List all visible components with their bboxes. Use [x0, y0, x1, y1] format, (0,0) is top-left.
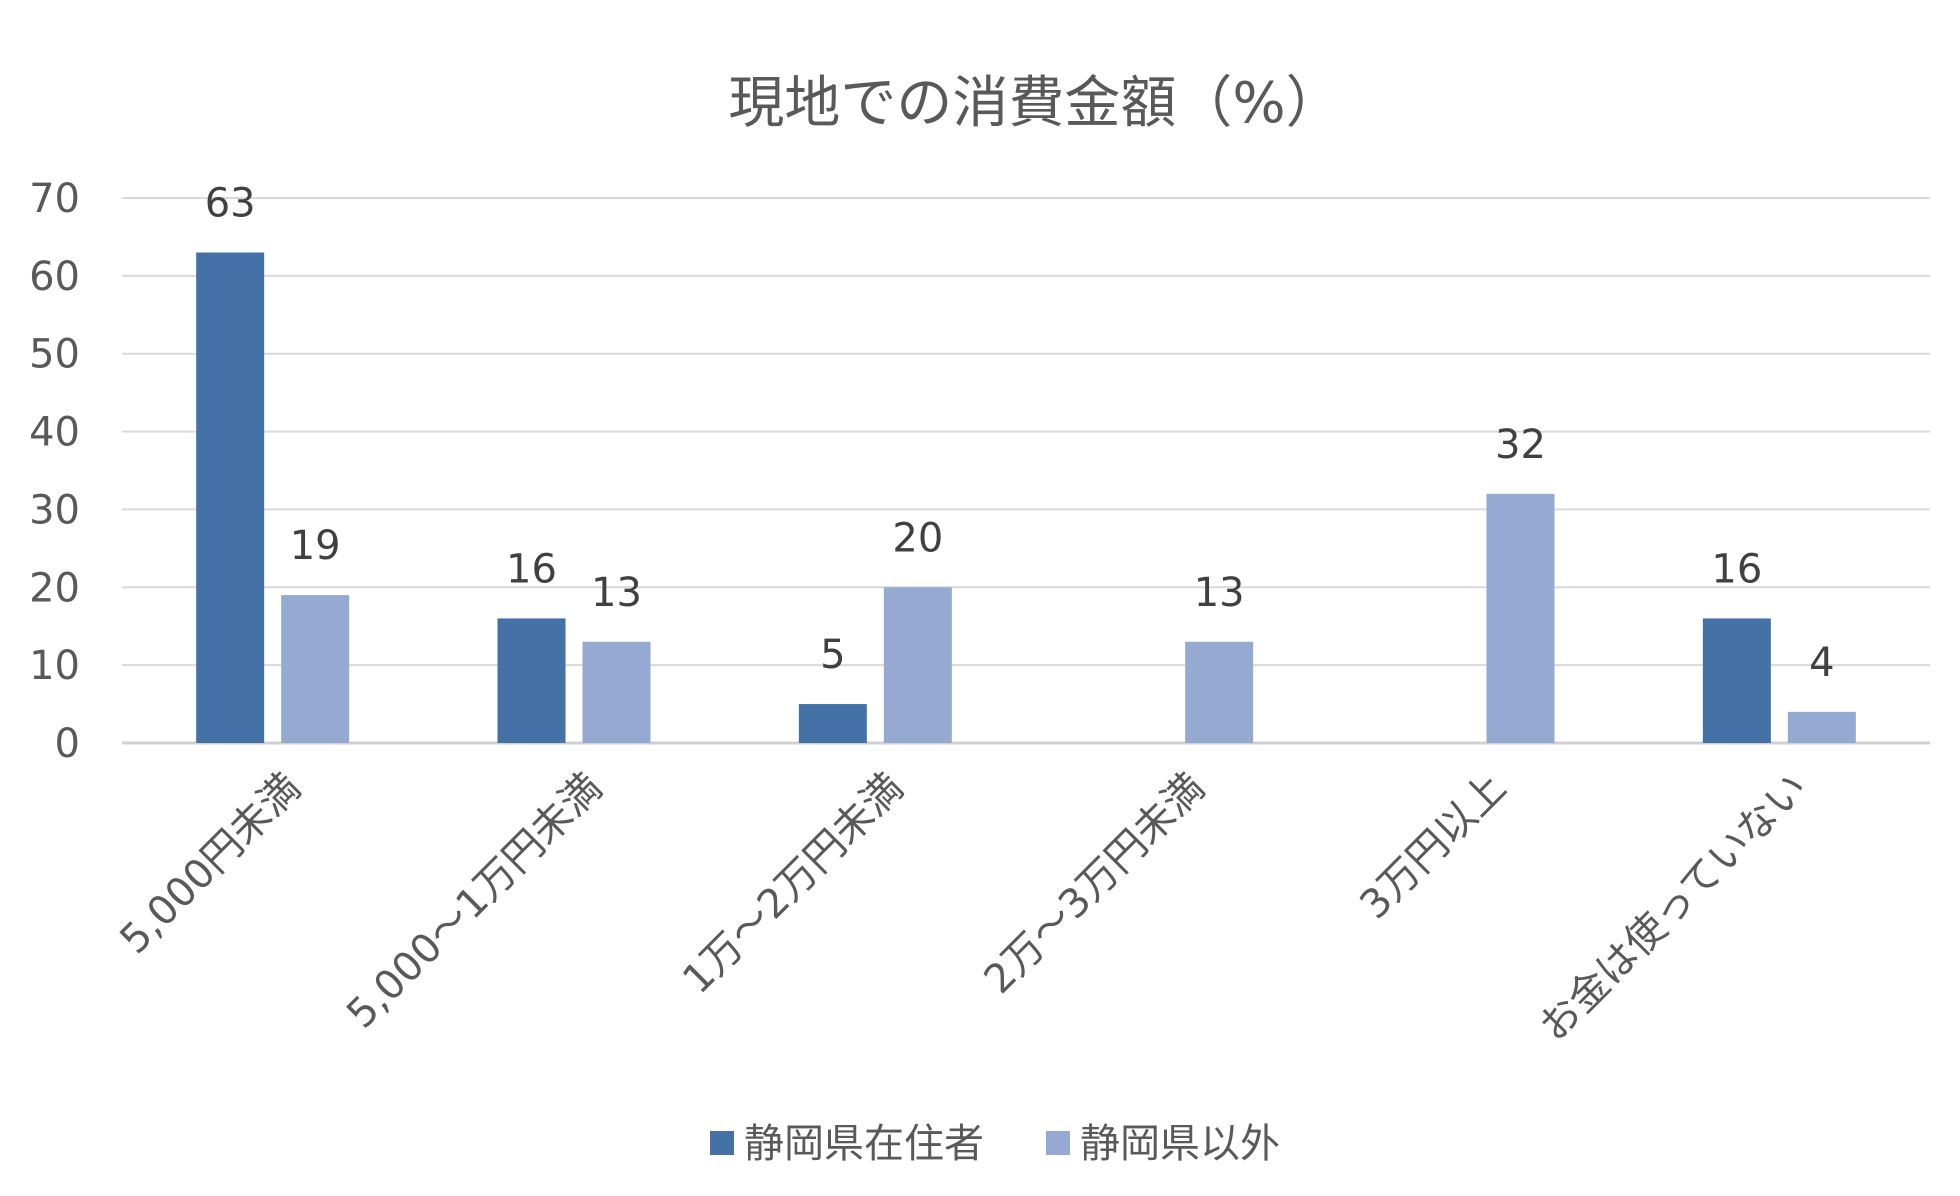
data-label: 32 [1495, 422, 1546, 468]
data-label: 20 [892, 515, 943, 561]
bar [582, 641, 651, 743]
x-axis-categories: 5,000円未満 5,000～1万円未満 1万～2万円未満 2万～3万円未満 3万円以上… [111, 765, 1816, 1051]
legend-label: 静岡県在住者 [744, 1121, 984, 1167]
category-label: 5,000円未満 [111, 765, 309, 963]
category-label: 3万円以上 [1351, 765, 1515, 929]
bar [1787, 711, 1856, 743]
bar [281, 595, 350, 743]
y-tick-label: 20 [29, 565, 80, 611]
data-label: 63 [205, 181, 256, 227]
bar [1486, 493, 1555, 743]
bar [497, 618, 566, 743]
y-axis-ticks: 0 10 20 30 40 50 60 70 [29, 176, 80, 767]
y-tick-label: 40 [29, 410, 80, 456]
category-label: 1万～2万円未満 [674, 765, 912, 1003]
legend: 静岡県在住者 静岡県以外 [710, 1121, 1280, 1167]
bar [798, 704, 867, 743]
bars [196, 252, 1856, 743]
bar [883, 587, 952, 743]
data-label: 19 [290, 523, 341, 569]
data-labels: 63 19 16 13 5 20 13 32 16 4 [205, 181, 1835, 686]
category-label: 5,000～1万円未満 [338, 765, 611, 1038]
category-label: お金は使っていない [1531, 765, 1817, 1051]
bar [196, 252, 265, 743]
y-tick-label: 70 [29, 176, 80, 222]
y-tick-label: 50 [29, 332, 80, 378]
y-tick-label: 30 [29, 487, 80, 533]
data-label: 13 [591, 570, 642, 616]
data-label: 16 [1711, 546, 1762, 592]
legend-label: 静岡県以外 [1080, 1121, 1280, 1167]
chart-title: 現地での消費金額（%） [728, 71, 1341, 136]
y-tick-label: 10 [29, 643, 80, 689]
gridlines [122, 197, 1930, 745]
data-label: 13 [1194, 570, 1245, 616]
legend-swatch [1046, 1131, 1070, 1155]
y-tick-label: 60 [29, 254, 80, 300]
data-label: 4 [1809, 640, 1834, 686]
data-label: 5 [820, 632, 845, 678]
category-label: 2万～3万円未満 [976, 765, 1214, 1003]
bar [1702, 618, 1771, 743]
data-label: 16 [506, 546, 557, 592]
bar [1185, 641, 1254, 743]
y-tick-label: 0 [55, 721, 80, 767]
legend-swatch [710, 1131, 734, 1155]
